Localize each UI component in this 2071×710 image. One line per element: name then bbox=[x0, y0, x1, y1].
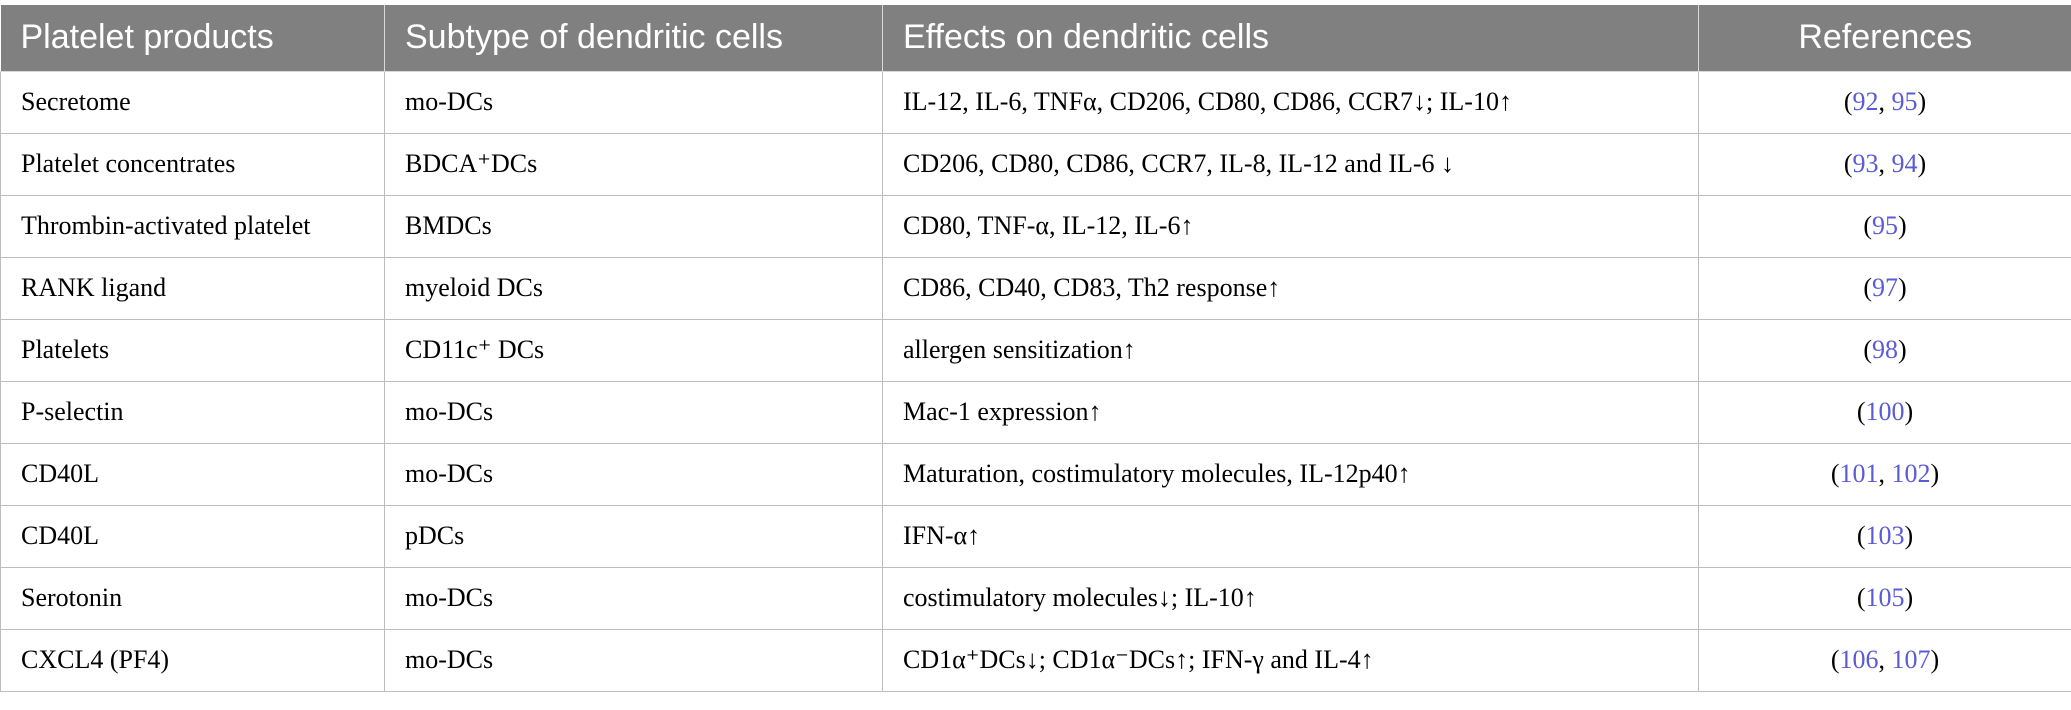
header-subtype: Subtype of dendritic cells bbox=[384, 5, 883, 72]
cell-references: (95) bbox=[1698, 194, 2071, 258]
table-row: P-selectin mo-DCs Mac-1 expression↑ (100) bbox=[0, 380, 2071, 444]
reference-link[interactable]: 98 bbox=[1872, 335, 1898, 364]
cell-dc-subtype: myeloid DCs bbox=[384, 256, 883, 320]
cell-dc-subtype: mo-DCs bbox=[384, 70, 883, 134]
cell-platelet-product: CD40L bbox=[0, 442, 385, 506]
cell-references: (100) bbox=[1698, 380, 2071, 444]
reference-link[interactable]: 102 bbox=[1891, 459, 1931, 488]
cell-references: (106, 107) bbox=[1698, 628, 2071, 692]
cell-references: (97) bbox=[1698, 256, 2071, 320]
table-row: CD40L mo-DCs Maturation, costimulatory mol… bbox=[0, 442, 2071, 506]
header-platelet-products: Platelet products bbox=[0, 5, 385, 72]
cell-effects: Mac-1 expression↑ bbox=[882, 380, 1699, 444]
reference-link[interactable]: 103 bbox=[1865, 521, 1905, 550]
cell-dc-subtype: BDCA⁺DCs bbox=[384, 132, 883, 196]
table-row: RANK ligand myeloid DCs CD86, CD40, CD83, … bbox=[0, 256, 2071, 320]
platelet-dendritic-table: Platelet products Subtype of dendritic c… bbox=[0, 5, 2071, 692]
reference-link[interactable]: 94 bbox=[1891, 149, 1918, 178]
cell-effects: IFN-α↑ bbox=[882, 504, 1699, 568]
cell-dc-subtype: mo-DCs bbox=[384, 566, 883, 630]
cell-effects: CD86, CD40, CD83, Th2 response↑ bbox=[882, 256, 1699, 320]
cell-dc-subtype: mo-DCs bbox=[384, 628, 883, 692]
reference-link[interactable]: 106 bbox=[1839, 645, 1879, 674]
reference-link[interactable]: 95 bbox=[1872, 211, 1898, 240]
cell-references: (93, 94) bbox=[1698, 132, 2071, 196]
header-references: References bbox=[1698, 5, 2071, 72]
table-row: Platelets CD11c⁺ DCs allergen sensitizatio… bbox=[0, 318, 2071, 382]
reference-link[interactable]: 93 bbox=[1852, 149, 1879, 178]
header-row: Platelet products Subtype of dendritic c… bbox=[0, 5, 2071, 72]
table-row: CD40L pDCs IFN-α↑ (103) bbox=[0, 504, 2071, 568]
cell-platelet-product: Serotonin bbox=[0, 566, 385, 630]
cell-references: (92, 95) bbox=[1698, 70, 2071, 134]
header-effects: Effects on dendritic cells bbox=[882, 5, 1699, 72]
cell-platelet-product: RANK ligand bbox=[0, 256, 385, 320]
cell-references: (103) bbox=[1698, 504, 2071, 568]
reference-link[interactable]: 92 bbox=[1852, 87, 1879, 116]
cell-dc-subtype: mo-DCs bbox=[384, 442, 883, 506]
cell-effects: costimulatory molecules↓; IL-10↑ bbox=[882, 566, 1699, 630]
cell-effects: allergen sensitization↑ bbox=[882, 318, 1699, 382]
cell-effects: IL-12, IL-6, TNFα, CD206, CD80, CD86, CC… bbox=[882, 70, 1699, 134]
reference-link[interactable]: 95 bbox=[1891, 87, 1918, 116]
cell-dc-subtype: CD11c⁺ DCs bbox=[384, 318, 883, 382]
table-header: Platelet products Subtype of dendritic c… bbox=[0, 5, 2071, 72]
reference-link[interactable]: 105 bbox=[1865, 583, 1905, 612]
cell-references: (98) bbox=[1698, 318, 2071, 382]
table-row: Platelet concentrates BDCA⁺DCs CD206, CD80… bbox=[0, 132, 2071, 196]
cell-effects: CD80, TNF-α, IL-12, IL-6↑ bbox=[882, 194, 1699, 258]
cell-platelet-product: CD40L bbox=[0, 504, 385, 568]
table-row: Thrombin-activated platelet BMDCs CD80, TN… bbox=[0, 194, 2071, 258]
cell-effects: Maturation, costimulatory molecules, IL-… bbox=[882, 442, 1699, 506]
cell-references: (105) bbox=[1698, 566, 2071, 630]
cell-platelet-product: CXCL4 (PF4) bbox=[0, 628, 385, 692]
cell-platelet-product: Platelet concentrates bbox=[0, 132, 385, 196]
cell-platelet-product: Platelets bbox=[0, 318, 385, 382]
dendritic-cells-table-container: Platelet products Subtype of dendritic c… bbox=[0, 5, 2071, 692]
reference-link[interactable]: 107 bbox=[1891, 645, 1931, 674]
cell-effects: CD1α⁺DCs↓; CD1α⁻DCs↑; IFN-γ and IL-4↑ bbox=[882, 628, 1699, 692]
cell-effects: CD206, CD80, CD86, CCR7, IL-8, IL-12 and… bbox=[882, 132, 1699, 196]
cell-dc-subtype: pDCs bbox=[384, 504, 883, 568]
cell-dc-subtype: BMDCs bbox=[384, 194, 883, 258]
cell-dc-subtype: mo-DCs bbox=[384, 380, 883, 444]
reference-link[interactable]: 97 bbox=[1872, 273, 1898, 302]
table-row: Secretome mo-DCs IL-12, IL-6, TNFα, CD206,… bbox=[0, 70, 2071, 134]
cell-platelet-product: Thrombin-activated platelet bbox=[0, 194, 385, 258]
reference-link[interactable]: 100 bbox=[1865, 397, 1905, 426]
table-body: Secretome mo-DCs IL-12, IL-6, TNFα, CD206,… bbox=[0, 70, 2071, 692]
table-row: Serotonin mo-DCs costimulatory molecules↓;… bbox=[0, 566, 2071, 630]
cell-platelet-product: P-selectin bbox=[0, 380, 385, 444]
cell-platelet-product: Secretome bbox=[0, 70, 385, 134]
cell-references: (101, 102) bbox=[1698, 442, 2071, 506]
table-row: CXCL4 (PF4) mo-DCs CD1α⁺DCs↓; CD1α⁻DCs↑; I… bbox=[0, 628, 2071, 692]
reference-link[interactable]: 101 bbox=[1839, 459, 1879, 488]
